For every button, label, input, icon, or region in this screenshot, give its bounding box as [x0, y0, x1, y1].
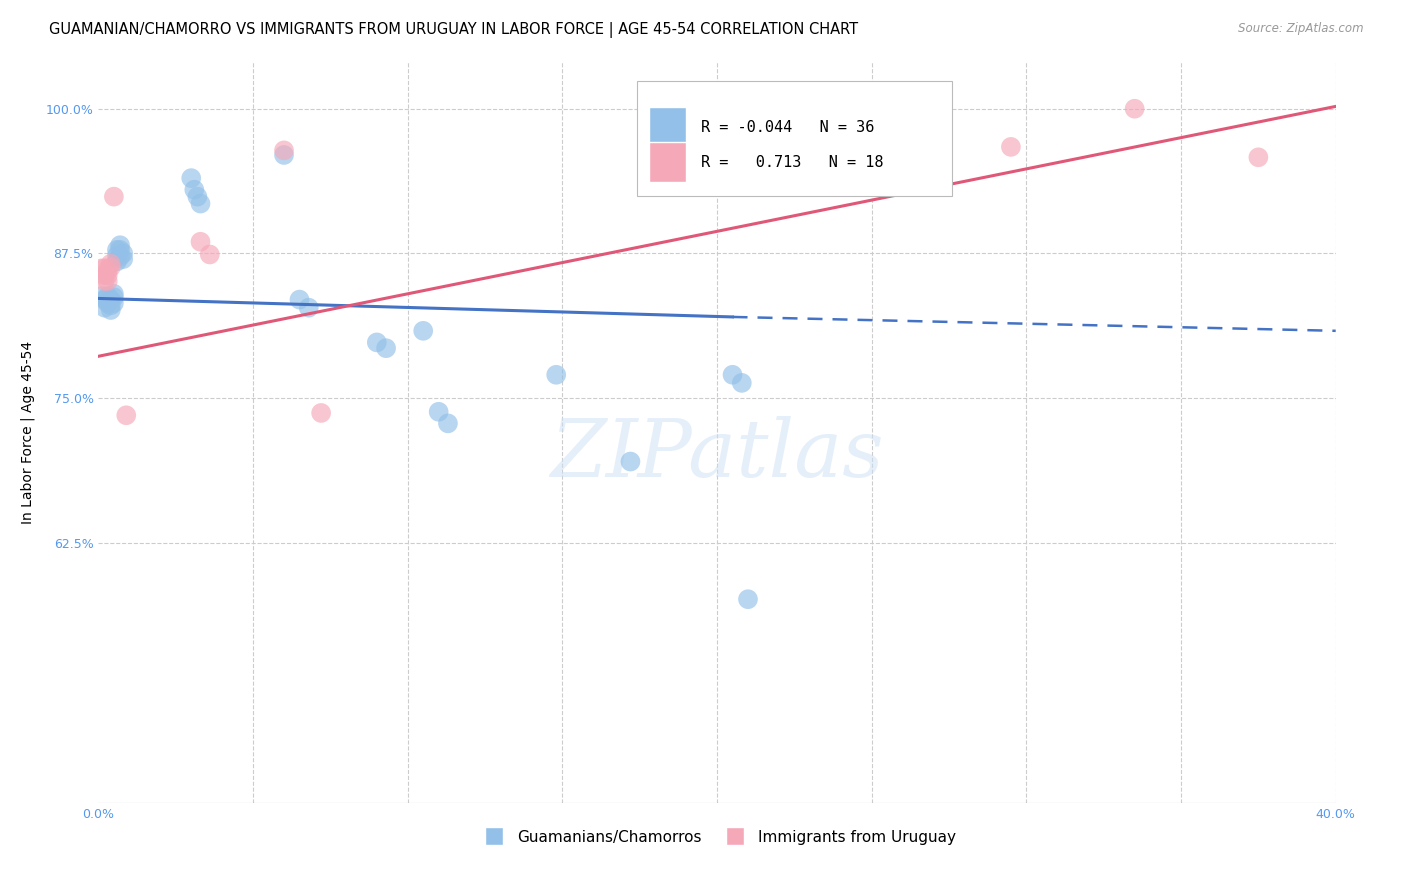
Point: [190, 196, 212, 211]
Point: [112, 252, 135, 266]
Point: [1123, 102, 1146, 116]
Point: [93, 293, 115, 307]
Point: [97, 268, 120, 283]
Point: [298, 301, 321, 315]
Y-axis label: In Labor Force | Age 45-54: In Labor Force | Age 45-54: [20, 341, 35, 524]
Point: [108, 250, 131, 264]
Point: [273, 144, 295, 158]
FancyBboxPatch shape: [650, 142, 686, 182]
Point: [100, 303, 122, 318]
Point: [288, 293, 311, 307]
Point: [437, 417, 460, 431]
Point: [737, 592, 759, 607]
Legend: Guamanians/Chamorros, Immigrants from Uruguay: Guamanians/Chamorros, Immigrants from Ur…: [472, 823, 962, 851]
Point: [93, 301, 115, 315]
Point: [1000, 140, 1022, 154]
Point: [97, 263, 120, 277]
Point: [412, 324, 434, 338]
Point: [190, 235, 212, 249]
Point: [731, 376, 754, 390]
Point: [100, 257, 122, 271]
Text: GUAMANIAN/CHAMORRO VS IMMIGRANTS FROM URUGUAY IN LABOR FORCE | AGE 45-54 CORRELA: GUAMANIAN/CHAMORRO VS IMMIGRANTS FROM UR…: [49, 22, 858, 38]
Point: [105, 249, 128, 263]
Point: [90, 289, 112, 303]
FancyBboxPatch shape: [650, 107, 686, 147]
Text: R = -0.044   N = 36: R = -0.044 N = 36: [702, 120, 875, 135]
Point: [105, 243, 128, 257]
Point: [366, 335, 388, 350]
Text: ZIPatlas: ZIPatlas: [550, 416, 884, 493]
Point: [1247, 150, 1270, 164]
Point: [103, 286, 125, 301]
Point: [375, 341, 398, 355]
Point: [93, 268, 115, 283]
Point: [108, 243, 131, 257]
Point: [183, 183, 205, 197]
Point: [100, 260, 122, 275]
Point: [198, 247, 221, 261]
Point: [103, 189, 125, 203]
Point: [309, 406, 332, 420]
Point: [186, 189, 208, 203]
Point: [115, 409, 138, 423]
Point: [90, 261, 112, 276]
Point: [721, 368, 744, 382]
Point: [100, 298, 122, 312]
Point: [93, 274, 115, 288]
Point: [105, 254, 128, 268]
Text: Source: ZipAtlas.com: Source: ZipAtlas.com: [1239, 22, 1364, 36]
Point: [97, 274, 120, 288]
Point: [427, 405, 450, 419]
Point: [103, 296, 125, 310]
Point: [180, 171, 202, 186]
FancyBboxPatch shape: [637, 81, 952, 195]
Point: [100, 293, 122, 307]
Point: [97, 296, 120, 310]
Point: [112, 246, 135, 260]
Point: [619, 454, 641, 468]
Point: [97, 289, 120, 303]
Point: [273, 148, 295, 162]
Point: [103, 290, 125, 304]
Point: [93, 261, 115, 276]
Text: R =   0.713   N = 18: R = 0.713 N = 18: [702, 154, 883, 169]
Point: [546, 368, 568, 382]
Point: [108, 238, 131, 252]
